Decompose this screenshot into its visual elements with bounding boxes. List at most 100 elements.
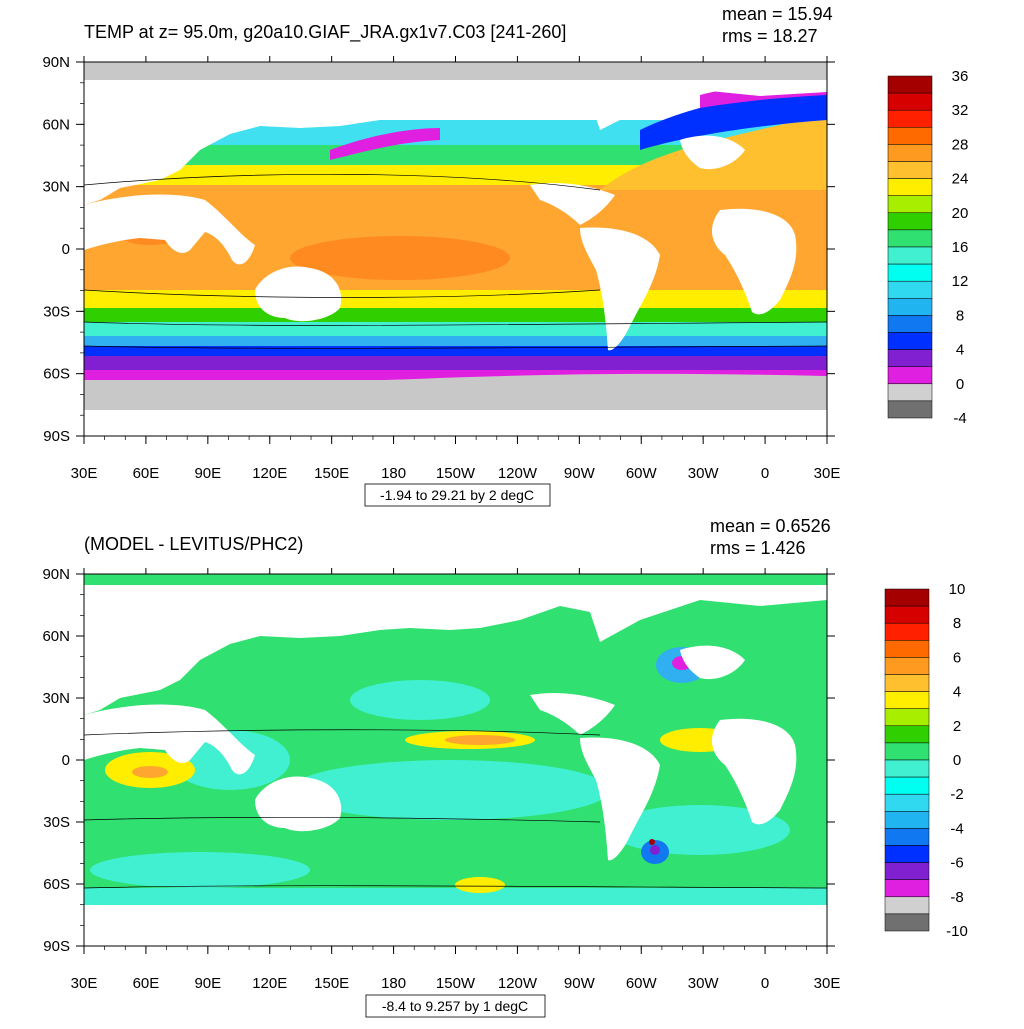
x-tick-label: 90E [194, 975, 221, 992]
colorbar-swatch [884, 622, 930, 641]
diff-land-asia [84, 704, 255, 775]
colorbar-swatch [887, 263, 933, 282]
x-tick-label: 90E [194, 465, 221, 482]
colorbar-label: -2 [950, 786, 963, 803]
diff-contour-3 [84, 885, 827, 889]
colorbar-label: -4 [953, 410, 966, 427]
x-tick-label: 60E [133, 975, 160, 992]
x-tick-label: 180 [381, 465, 406, 482]
colorbar-swatch [884, 588, 930, 607]
sea-ice-south [84, 373, 827, 410]
colorbar-swatch [884, 913, 930, 932]
x-tick-label: 30E [71, 465, 98, 482]
colorbar-swatch [887, 212, 933, 231]
diff-cyan-south [84, 888, 827, 905]
map-difference [84, 574, 827, 946]
colorbar-label: 24 [952, 171, 969, 188]
colorbar-swatch [887, 127, 933, 145]
colorbar-label: 20 [952, 205, 969, 222]
colorbar-label: 2 [953, 718, 961, 735]
colorbar-swatch [884, 708, 930, 727]
colorbar-swatch [887, 109, 933, 128]
diff-contour-1 [84, 729, 601, 736]
contour-4 [84, 345, 827, 349]
colorbar-swatch [884, 811, 930, 829]
diff-cyan-3 [350, 680, 490, 720]
x-tick-label: 120W [498, 975, 538, 992]
colorbar-label: 0 [956, 376, 964, 393]
rms-diff: rms = 1.426 [710, 538, 806, 558]
diff-purple-bm [650, 845, 660, 855]
colorbar-swatch [884, 657, 930, 675]
colorbar-label: 12 [952, 273, 969, 290]
colorbar-swatch [884, 640, 930, 658]
y-tick-label: 90N [42, 54, 70, 71]
band-mid-n [84, 145, 827, 165]
land-europe [680, 135, 745, 170]
colorbar-swatch [887, 349, 933, 367]
diff-land-europe [680, 645, 745, 680]
atl-cold-front [640, 85, 827, 150]
band-cold-s [84, 336, 827, 346]
x-tick-label: 30W [688, 975, 720, 992]
colorbar-swatch [884, 776, 930, 795]
colorbar-label: 4 [953, 684, 961, 701]
diff-red-bm [649, 839, 655, 845]
band-arctic [84, 62, 827, 80]
colorbar-label: -8 [950, 889, 963, 906]
diff-contour-2 [84, 817, 601, 823]
colorbar-swatch [884, 674, 930, 692]
colorbar-label: 10 [949, 581, 966, 598]
land-south-america [580, 227, 660, 351]
band-acc [84, 346, 827, 356]
colorbar-swatch [884, 879, 930, 898]
colorbar-swatch [887, 144, 933, 162]
y-tick-label: 60S [43, 366, 70, 383]
y-tick-label: 30N [42, 690, 70, 707]
y-tick-label: 60N [42, 116, 70, 133]
colorbar-swatch [884, 896, 930, 915]
colorbar-label: 32 [952, 102, 969, 119]
diff-orange-eq [445, 735, 515, 745]
x-tick-label: 150W [436, 975, 476, 992]
band-cool-s [84, 322, 827, 336]
colorbar-label: 0 [953, 752, 961, 769]
x-tick-label: 180 [381, 975, 406, 992]
colorbar-label: 8 [953, 615, 961, 632]
diff-land-africa [711, 718, 797, 825]
band-acc-south [84, 356, 827, 370]
colorbar-swatch [887, 75, 933, 94]
x-tick-label: 90W [564, 975, 596, 992]
diff-yellow-so [455, 877, 505, 893]
range-label-diff: -8.4 to 9.257 by 1 degC [382, 998, 528, 1014]
x-tick-label: 30E [71, 975, 98, 992]
colorbar-swatch [887, 315, 933, 333]
band-polar-s [84, 370, 827, 380]
diff-land-south-america [580, 737, 660, 861]
panel-difference: (MODEL - LEVITUS/PHC2) mean = 0.6526 rms… [42, 516, 968, 1018]
x-tick-label: 30E [814, 975, 841, 992]
colorbar-swatch [884, 845, 930, 863]
y-tick-label: 60N [42, 628, 70, 645]
band-subtrop-s [84, 290, 827, 308]
diff-cyan-1 [290, 760, 610, 820]
y-axis-diff: 90N 60N 30N 0 30S 60S 90S [42, 566, 835, 955]
colorbar-swatch [887, 178, 933, 196]
mean-diff: mean = 0.6526 [710, 516, 831, 536]
diff-cyan-5 [90, 852, 310, 888]
y-tick-label: 0 [62, 241, 70, 258]
colorbar-swatch [884, 691, 930, 709]
y-tick-label: 30S [43, 303, 70, 320]
colorbar-swatch [887, 92, 933, 111]
x-tick-label: 0 [761, 975, 769, 992]
x-tick-label: 150E [314, 975, 349, 992]
colorbar-label: -10 [946, 923, 968, 940]
title-diff: (MODEL - LEVITUS/PHC2) [84, 534, 303, 554]
range-box-temp [364, 483, 551, 507]
x-axis-temp: 30E 60E 90E 120E 150E 180 150W 120W 90W 60W 30W 0 30… [71, 56, 841, 482]
colorbar-label: 16 [952, 239, 969, 256]
x-tick-label: 30E [814, 465, 841, 482]
land-antarctica [84, 410, 827, 436]
